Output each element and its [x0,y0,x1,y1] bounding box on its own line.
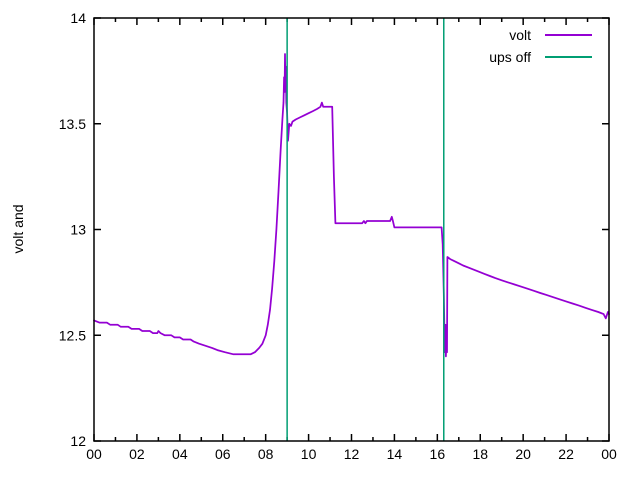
y-tick-label: 13 [70,222,86,238]
axis-ticks [93,17,610,442]
x-tick-label: 20 [515,446,531,462]
y-tick-label: 14 [70,10,86,26]
x-tick-label: 12 [344,446,360,462]
x-tick-label: 00 [86,446,102,462]
legend-label-ups-off: ups off [489,49,531,65]
plot-border [93,17,610,442]
y-tick-label: 12.5 [59,327,86,343]
x-tick-label: 16 [430,446,446,462]
y-tick-label: 12 [70,433,86,449]
x-tick-label: 00 [601,446,617,462]
legend-label-volt: volt [509,27,531,43]
x-tick-label: 22 [558,446,574,462]
x-tick-label: 18 [472,446,488,462]
y-axis-title: volt and [10,204,26,254]
x-tick-label: 08 [258,446,274,462]
x-tick-label: 06 [215,446,231,462]
x-tick-label: 10 [301,446,317,462]
volt-line-swatch [545,34,592,36]
legend-item-ups-off: ups off [489,46,592,68]
legend: volt ups off [489,24,592,68]
ups-off-line-swatch [545,56,592,58]
y-tick-label: 13.5 [59,116,86,132]
x-tick-label: 04 [172,446,188,462]
volt-line [93,53,610,358]
legend-item-volt: volt [489,24,592,46]
x-tick-label: 02 [129,446,145,462]
x-tick-label: 14 [387,446,403,462]
